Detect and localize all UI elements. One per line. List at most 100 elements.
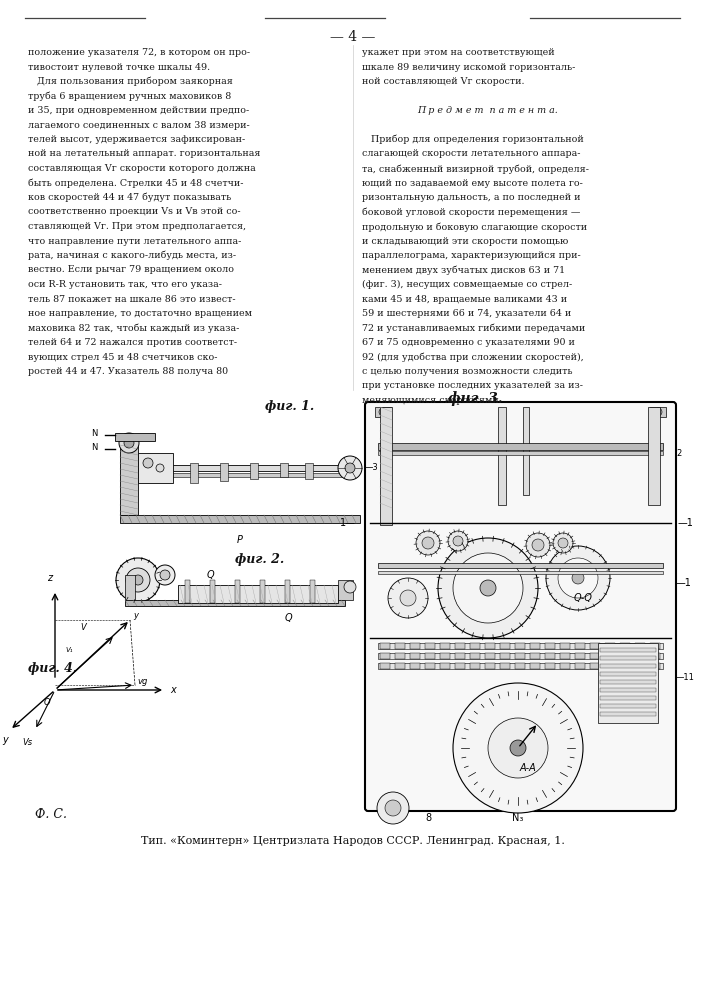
- Bar: [250, 463, 258, 479]
- Circle shape: [116, 558, 160, 602]
- Bar: [138, 465, 343, 471]
- Bar: [410, 643, 420, 649]
- Circle shape: [160, 570, 170, 580]
- Circle shape: [344, 581, 356, 593]
- Bar: [575, 653, 585, 659]
- Bar: [620, 653, 630, 659]
- Bar: [530, 663, 540, 669]
- Bar: [600, 696, 656, 700]
- Text: та, снабженный визирной трубой, определя-: та, снабженный визирной трубой, определя…: [362, 164, 589, 174]
- Text: —3: —3: [365, 462, 379, 472]
- Circle shape: [572, 572, 584, 584]
- Circle shape: [546, 546, 610, 610]
- Text: составляющая Vг скорости которого должна: составляющая Vг скорости которого должна: [28, 164, 256, 173]
- Text: 92 (для удобства при сложении скоростей),: 92 (для удобства при сложении скоростей)…: [362, 353, 584, 362]
- Text: — 4 —: — 4 —: [330, 30, 375, 44]
- Bar: [115, 433, 155, 441]
- Text: фиг. 1.: фиг. 1.: [265, 400, 314, 413]
- Circle shape: [558, 558, 598, 598]
- Bar: [600, 688, 656, 692]
- Bar: [500, 653, 510, 659]
- Circle shape: [422, 537, 434, 549]
- Text: 8: 8: [425, 813, 431, 823]
- Bar: [545, 643, 555, 649]
- Bar: [310, 580, 315, 603]
- Bar: [185, 580, 190, 603]
- Text: (фиг. 3), несущих совмещаемые со стрел-: (фиг. 3), несущих совмещаемые со стрел-: [362, 280, 572, 289]
- Circle shape: [124, 438, 134, 448]
- Bar: [378, 653, 663, 659]
- Bar: [235, 580, 240, 603]
- Text: Q: Q: [284, 613, 292, 623]
- Text: N₃: N₃: [513, 813, 524, 823]
- Text: z: z: [47, 573, 52, 583]
- Bar: [575, 663, 585, 669]
- Bar: [470, 653, 480, 659]
- Circle shape: [377, 792, 409, 824]
- Text: меняющимися скоростями.: меняющимися скоростями.: [362, 396, 502, 405]
- Bar: [425, 653, 435, 659]
- Bar: [378, 451, 663, 455]
- Text: продольную и боковую слагающие скорости: продольную и боковую слагающие скорости: [362, 222, 587, 232]
- Text: фиг. 2.: фиг. 2.: [235, 553, 284, 566]
- Text: тель 87 покажет на шкале 86 это извест-: тель 87 покажет на шкале 86 это извест-: [28, 294, 235, 304]
- Text: вующих стрел 45 и 48 счетчиков ско-: вующих стрел 45 и 48 счетчиков ско-: [28, 353, 218, 361]
- Bar: [190, 463, 198, 483]
- Text: V: V: [80, 624, 86, 633]
- Bar: [125, 600, 345, 606]
- Bar: [410, 653, 420, 659]
- Bar: [138, 453, 173, 483]
- Bar: [530, 643, 540, 649]
- Text: соответственно проекции Vs и Vв этой со-: соответственно проекции Vs и Vв этой со-: [28, 208, 240, 217]
- Bar: [120, 445, 138, 515]
- Bar: [455, 663, 465, 669]
- Text: параллелограма, характеризующийся при-: параллелограма, характеризующийся при-: [362, 251, 580, 260]
- Bar: [545, 653, 555, 659]
- Text: тивостоит нулевой точке шкалы 49.: тивостоит нулевой точке шкалы 49.: [28, 62, 210, 72]
- Circle shape: [345, 463, 355, 473]
- Text: —11: —11: [676, 674, 695, 682]
- Bar: [470, 663, 480, 669]
- Bar: [455, 643, 465, 649]
- Text: ставляющей Vг. При этом предполагается,: ставляющей Vг. При этом предполагается,: [28, 222, 246, 231]
- Bar: [605, 663, 615, 669]
- Text: A-A: A-A: [520, 763, 537, 773]
- Text: лагаемого соединенных с валом 38 измери-: лагаемого соединенных с валом 38 измери-: [28, 120, 250, 129]
- Text: оси R-R установить так, что его указа-: оси R-R установить так, что его указа-: [28, 280, 222, 289]
- Bar: [590, 653, 600, 659]
- Bar: [650, 653, 660, 659]
- Text: Ф. С.: Ф. С.: [35, 808, 67, 821]
- Bar: [600, 672, 656, 676]
- Bar: [378, 571, 663, 574]
- Bar: [498, 407, 506, 505]
- Bar: [380, 663, 390, 669]
- Bar: [500, 643, 510, 649]
- Bar: [515, 653, 525, 659]
- Bar: [260, 580, 265, 603]
- Text: vg: vg: [137, 678, 147, 686]
- Text: N: N: [92, 428, 98, 438]
- Text: 72 и устанавливаемых гибкими передачами: 72 и устанавливаемых гибкими передачами: [362, 324, 585, 333]
- Bar: [380, 653, 390, 659]
- Bar: [410, 663, 420, 669]
- Circle shape: [488, 718, 548, 778]
- Text: 1—: 1—: [340, 518, 356, 528]
- Circle shape: [453, 683, 583, 813]
- Text: V₁: V₁: [65, 647, 73, 653]
- Text: с целью получения возможности следить: с целью получения возможности следить: [362, 367, 573, 376]
- Text: y: y: [133, 610, 138, 619]
- Bar: [338, 580, 353, 600]
- Circle shape: [510, 740, 526, 756]
- Bar: [523, 407, 529, 495]
- Text: фиг. 3.: фиг. 3.: [448, 391, 503, 406]
- Bar: [210, 580, 215, 603]
- Text: Q-Q: Q-Q: [573, 593, 592, 603]
- Text: x: x: [170, 685, 176, 695]
- Bar: [515, 663, 525, 669]
- Bar: [440, 653, 450, 659]
- Bar: [378, 663, 663, 669]
- Circle shape: [448, 531, 468, 551]
- Circle shape: [558, 538, 568, 548]
- Circle shape: [133, 575, 143, 585]
- Bar: [560, 663, 570, 669]
